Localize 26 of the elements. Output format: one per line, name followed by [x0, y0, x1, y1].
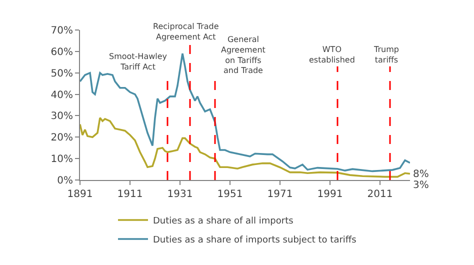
ref-line-label: WTO established	[309, 45, 355, 64]
y-tick-label: 70%	[50, 26, 73, 36]
x-tick-label: 1931	[167, 189, 193, 200]
ref-line-label: Reciprocal Trade Agreement Act	[153, 22, 219, 42]
line-series	[80, 116, 410, 178]
y-tick-label: 30%	[50, 111, 73, 122]
x-tick-label: 1991	[317, 189, 343, 200]
x-tick-label: 1971	[267, 189, 293, 200]
y-tick-label: 60%	[50, 46, 73, 58]
x-tick-label: 2011	[367, 189, 393, 200]
annotation: 8%	[413, 169, 429, 180]
y-tick-label: 10%	[50, 154, 73, 166]
x-tick-label: 1951	[217, 189, 243, 200]
ref-line-label: Trump tariffs	[373, 45, 399, 64]
annotation: 3%	[413, 180, 429, 191]
legend-label: Duties as a share of all imports	[153, 216, 294, 227]
x-tick-label: 1891	[67, 189, 93, 200]
y-tick-label: 50%	[50, 68, 73, 80]
line-series	[80, 52, 410, 172]
ref-line-label: Smoot-Hawley Tariff Act	[109, 52, 168, 72]
y-tick-label: 40%	[50, 90, 73, 101]
y-tick-label: 0%	[57, 176, 73, 186]
ref-line-label: General Agreement on Tariffs and Trade	[221, 35, 266, 76]
x-tick-label: 1911	[117, 189, 143, 200]
legend-label: Duties as a share of imports subject to tariffs	[153, 236, 357, 246]
y-tick-label: 20%	[50, 132, 73, 144]
